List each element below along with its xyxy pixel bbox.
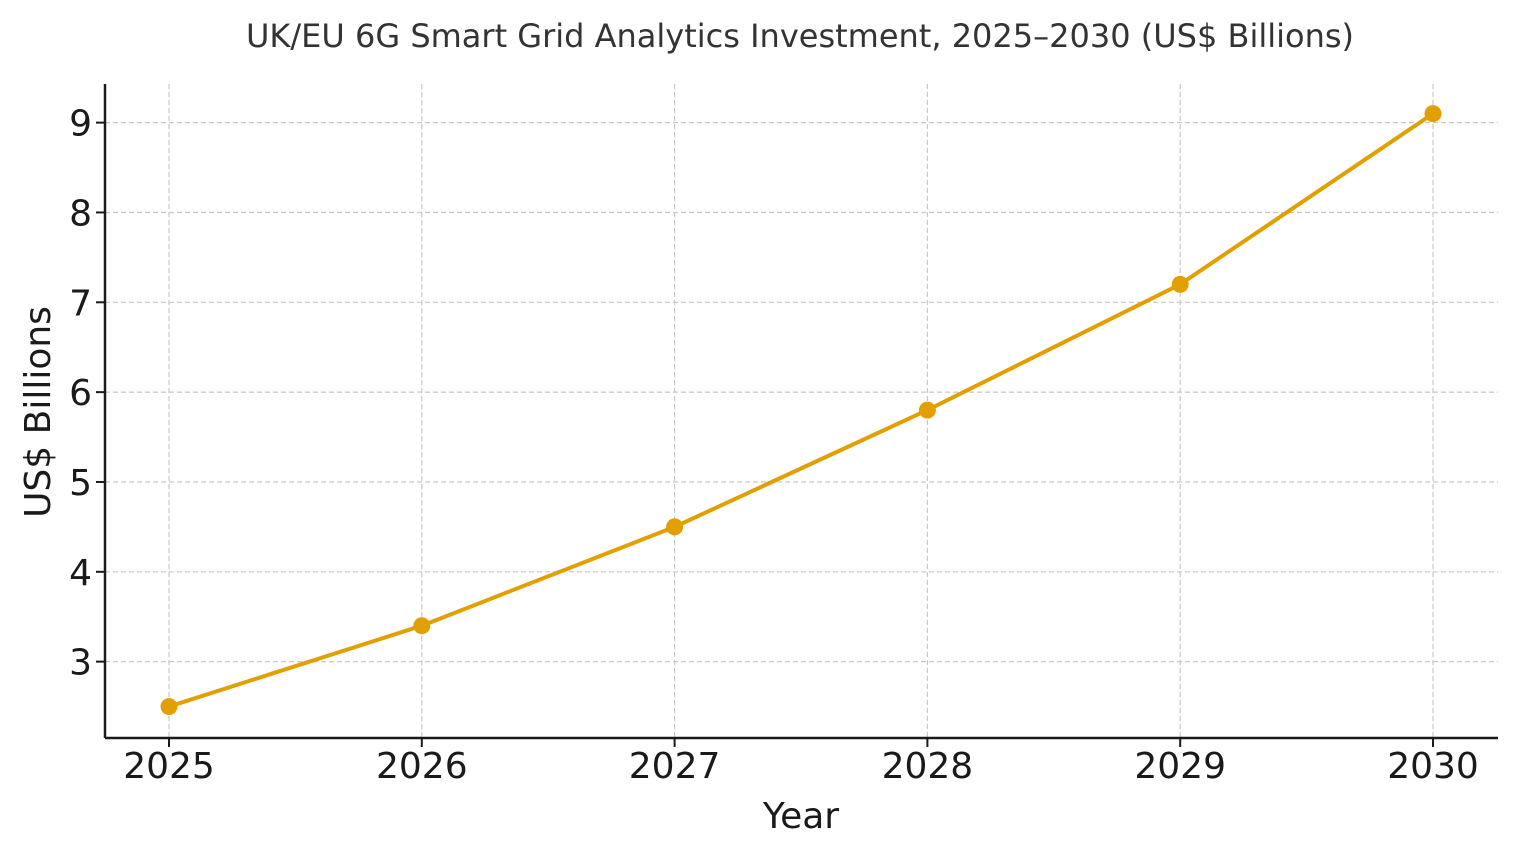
series-line <box>167 111 1435 709</box>
x-axis-label: Year <box>762 796 839 837</box>
y-axis-label: US$ Billions <box>18 306 59 518</box>
x-ticks: 2025 2026 2027 2028 2029 2030 <box>123 738 1479 787</box>
data-point <box>918 401 936 419</box>
data-point <box>160 698 178 716</box>
x-tick-label: 2027 <box>629 746 721 787</box>
y-tick-label: 3 <box>69 643 92 684</box>
x-tick-label: 2029 <box>1134 746 1226 787</box>
y-ticks: 3 4 5 6 7 8 9 <box>69 104 105 684</box>
y-tick-label: 7 <box>69 283 92 324</box>
x-tick-label: 2028 <box>882 746 974 787</box>
x-tick-label: 2025 <box>123 746 215 787</box>
y-tick-label: 4 <box>69 553 92 594</box>
y-tick-label: 5 <box>69 463 92 504</box>
data-point <box>1424 105 1442 123</box>
x-tick-label: 2030 <box>1387 746 1479 787</box>
y-tick-label: 6 <box>69 373 92 414</box>
chart-title: UK/EU 6G Smart Grid Analytics Investment… <box>246 17 1354 55</box>
data-point <box>1171 275 1189 293</box>
data-point <box>413 617 431 635</box>
y-tick-label: 9 <box>69 104 92 145</box>
series-layer <box>160 105 1442 716</box>
x-tick-label: 2026 <box>376 746 468 787</box>
y-tick-label: 8 <box>69 193 92 234</box>
data-point <box>666 518 684 536</box>
grid-layer <box>105 84 1498 738</box>
